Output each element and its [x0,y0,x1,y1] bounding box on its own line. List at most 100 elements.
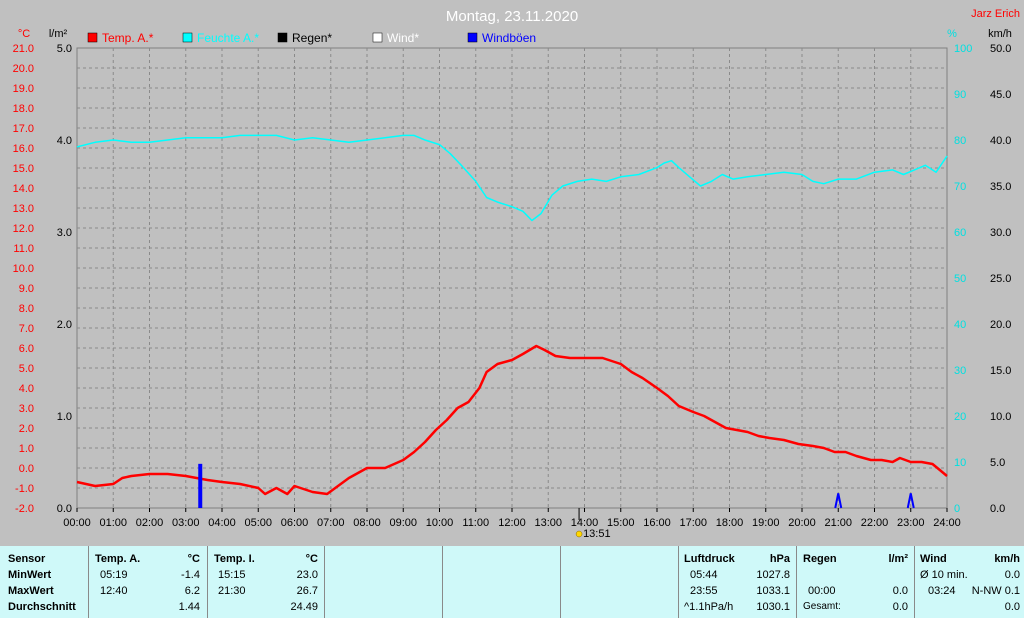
legend-swatch [372,32,383,43]
temp-tick-label: 6.0 [19,343,34,355]
temp-i-max-value: 26.7 [296,585,318,597]
humidity-tick-label: 0 [954,503,960,515]
wind-tick-label: 25.0 [990,273,1011,285]
wind-gust-spike [906,493,915,509]
row-label-max: MaxWert [8,585,54,597]
author-label: Jarz Erich [971,8,1020,20]
pressure-max-time: 23:55 [690,585,718,597]
temp-a-min-value: -1.4 [181,569,200,581]
x-tick-label: 07:00 [317,517,345,529]
x-tick-label: 03:00 [172,517,200,529]
legend-label: Temp. A.* [102,31,154,45]
wind-unit-label: km/h [988,28,1012,40]
rain-tick-label: 3.0 [57,227,72,239]
temp-tick-label: -2.0 [15,503,34,515]
col-divider [796,546,797,618]
x-tick-label: 04:00 [208,517,236,529]
x-tick-label: 20:00 [788,517,816,529]
col-divider [678,546,679,618]
wind-tick-label: 20.0 [990,319,1011,331]
humidity-tick-label: 60 [954,227,966,239]
legend-label: Regen* [292,31,332,45]
rain-tick-label: 4.0 [57,135,72,147]
rain-unit-label: l/m² [49,28,68,40]
row-label-min: MinWert [8,569,52,581]
x-tick-label: 08:00 [353,517,381,529]
x-tick-label: 12:00 [498,517,526,529]
temp-tick-label: 19.0 [13,83,34,95]
col-divider [442,546,443,618]
pressure-min-value: 1027.8 [756,569,790,581]
temp-a-max-value: 6.2 [184,585,200,597]
pressure-avg-value: 1030.1 [756,601,790,613]
wind-tick-label: 10.0 [990,411,1011,423]
x-tick-label: 02:00 [136,517,164,529]
temp-i-min-value: 23.0 [296,569,318,581]
pressure-max-value: 1033.1 [756,585,790,597]
temp-i-max-time: 21:30 [218,585,246,597]
wind-tick-label: 40.0 [990,135,1011,147]
temp-tick-label: 7.0 [19,323,34,335]
wind-tick-label: 15.0 [990,365,1011,377]
x-tick-label: 13:00 [534,517,562,529]
temp-a-avg-value: 1.44 [178,601,200,613]
humidity-tick-label: 50 [954,273,966,285]
humidity-tick-label: 100 [954,43,972,55]
rain-tick-label: 1.0 [57,411,72,423]
humidity-tick-label: 30 [954,365,966,377]
temp-tick-label: 8.0 [19,303,34,315]
wind-tick-label: 50.0 [990,43,1011,55]
chart-title: Montag, 23.11.2020 [446,8,578,25]
temperature-series-line [76,344,948,496]
temp-unit-label: °C [18,28,30,40]
rain-total-value: 0.0 [892,601,908,613]
temp-tick-label: 1.0 [19,443,34,455]
x-tick-label: 18:00 [716,517,744,529]
temp-tick-label: 2.0 [19,423,34,435]
rain-max-value: 0.0 [892,585,908,597]
temp-i-header: Temp. I. [214,553,255,565]
x-tick-label: 23:00 [897,517,925,529]
humidity-series-line [76,134,948,222]
temp-tick-label: 10.0 [13,263,34,275]
sensor-header: Sensor [8,553,46,565]
grid [77,48,947,508]
x-tick-label: 22:00 [861,517,889,529]
x-tick-label: 09:00 [389,517,417,529]
col-divider [914,546,915,618]
humidity-tick-label: 40 [954,319,966,331]
wind-gust-spike [834,493,843,509]
col-divider [88,546,89,618]
x-tick-label: 10:00 [426,517,454,529]
temp-tick-label: 5.0 [19,363,34,375]
col-divider [207,546,208,618]
wind-tick-label: 45.0 [990,89,1011,101]
rain-total-label: Gesamt: [803,601,841,612]
rain-max-time: 00:00 [808,585,836,597]
humidity-tick-label: 70 [954,181,966,193]
pressure-min-time: 05:44 [690,569,718,581]
humidity-tick-label: 20 [954,411,966,423]
rain-tick-label: 2.0 [57,319,72,331]
x-tick-label: 05:00 [244,517,272,529]
temp-tick-label: 3.0 [19,403,34,415]
legend-label: Wind* [387,31,419,45]
wind-max-time: 03:24 [928,585,956,597]
temp-a-header: Temp. A. [95,553,141,565]
temp-tick-label: 13.0 [13,203,34,215]
wind-avg10-value: 0.0 [1004,569,1020,581]
pressure-header: Luftdruck [684,553,735,565]
temp-a-min-time: 05:19 [100,569,128,581]
x-tick-label: 14:00 [571,517,599,529]
x-tick-label: 16:00 [643,517,671,529]
temp-tick-label: 11.0 [13,243,34,255]
temp-tick-label: 21.0 [13,43,34,55]
temp-i-avg-value: 24.49 [290,601,318,613]
humidity-tick-label: 80 [954,135,966,147]
rain-header: Regen [803,553,837,565]
legend: Temp. A.* Feuchte A.* Regen* Wind* Windböen [87,31,536,45]
wind-avg10-label: Ø 10 min. [920,569,968,581]
time-marker-label: 13:51 [583,528,611,540]
wind-header: Wind [920,553,947,565]
wind-tick-label: 5.0 [990,457,1005,469]
